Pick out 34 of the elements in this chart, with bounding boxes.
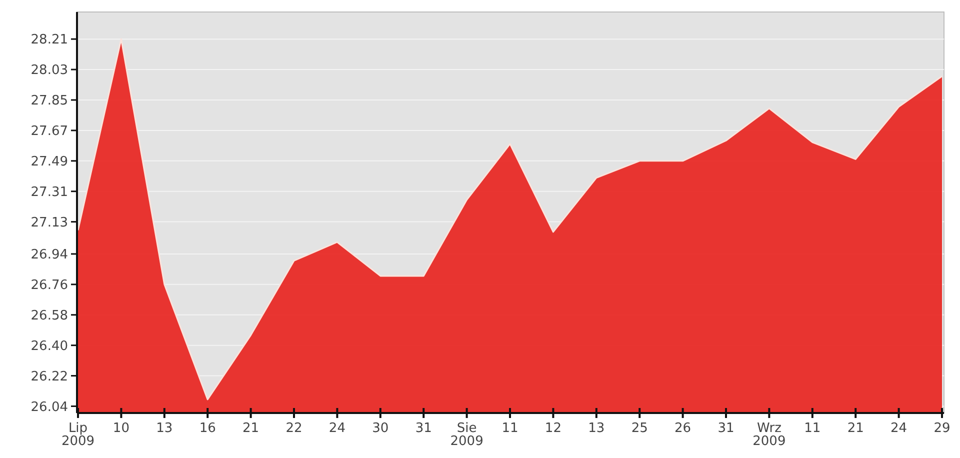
x-tick-label: 26 [674,421,692,436]
x-tick-label: 31 [415,421,432,436]
x-tick-label: Sie 2009 [450,421,484,449]
x-tick-label: 13 [588,421,605,436]
y-tick-label: 26.40 [30,338,68,354]
y-tick-label: 26.04 [30,400,68,415]
x-tick-label: 11 [804,421,821,436]
x-tick-label: Lip 2009 [61,421,95,449]
y-tick-label: 28.03 [30,63,68,78]
y-tick-label: 26.58 [30,308,68,324]
x-tick-label: 30 [372,421,389,436]
y-tick-label: 26.22 [30,369,68,384]
x-tick-label: 21 [847,421,864,436]
x-tick-label: 13 [156,421,173,436]
y-tick-label: 27.13 [30,215,68,230]
y-tick-label: 27.67 [30,124,68,139]
x-tick-label: 31 [718,421,734,436]
y-tick-label: 27.85 [30,94,68,109]
x-tick-label: 12 [544,421,562,436]
x-tick-label: 22 [286,421,302,436]
x-tick-label: 24 [328,421,346,436]
y-tick-label: 26.94 [30,248,68,263]
x-tick-label: 29 [934,421,950,436]
x-tick-label: Wrz 2009 [752,421,786,449]
y-tick-label: 27.31 [30,184,68,200]
x-tick-label: 16 [199,421,216,436]
x-tick-label: 11 [502,421,518,436]
y-tick-label: 26.76 [30,278,68,293]
x-tick-label: 10 [112,421,130,436]
x-tick-label: 25 [631,421,648,436]
y-tick-label: 28.21 [30,32,68,48]
x-tick-label: 21 [242,421,260,436]
x-tick-label: 24 [890,421,908,436]
y-tick-label: 27.49 [30,154,68,170]
